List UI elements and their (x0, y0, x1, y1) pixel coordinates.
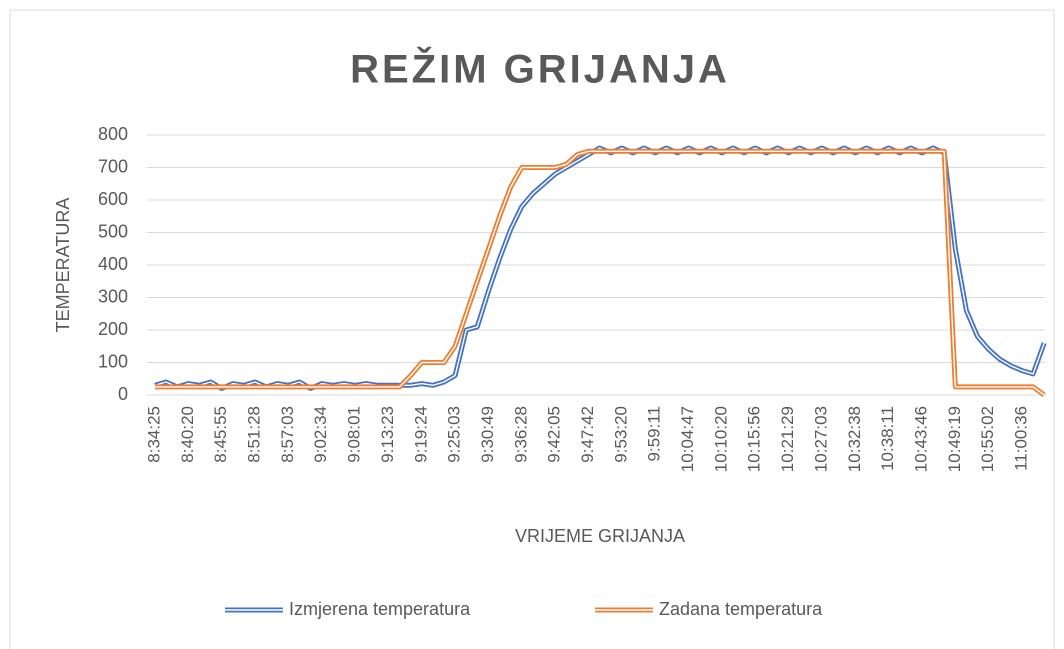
x-tick-label: 9:19:24 (411, 406, 430, 463)
x-tick-label: 10:15:56 (745, 406, 764, 472)
x-tick-label: 10:32:38 (845, 406, 864, 472)
chart-title: REŽIM GRIJANJA (350, 46, 730, 92)
x-tick-label: 8:40:20 (178, 406, 197, 463)
x-tick-label: 10:55:02 (978, 406, 997, 472)
x-tick-label: 10:10:20 (711, 406, 730, 472)
x-tick-label: 9:47:42 (578, 406, 597, 463)
y-tick-label: 700 (98, 156, 128, 176)
y-tick-label: 100 (98, 351, 128, 371)
x-tick-label: 9:13:23 (378, 406, 397, 463)
x-tick-label: 9:08:01 (345, 406, 364, 463)
x-tick-label: 11:00:36 (1011, 406, 1030, 471)
x-tick-label: 9:30:49 (478, 406, 497, 463)
x-tick-label: 8:45:55 (211, 406, 230, 463)
y-tick-label: 400 (98, 254, 128, 274)
x-axis-title: VRIJEME GRIJANJA (515, 526, 685, 546)
y-axis-title: TEMPERATURA (53, 198, 73, 333)
x-tick-label: 10:21:29 (778, 406, 797, 472)
x-tick-label: 9:36:28 (511, 406, 530, 463)
x-tick-label: 10:49:19 (945, 406, 964, 472)
x-tick-label: 9:25:03 (445, 406, 464, 463)
x-tick-label: 10:04:47 (678, 406, 697, 472)
x-tick-label: 8:57:03 (278, 406, 297, 463)
y-tick-label: 500 (98, 221, 128, 241)
series-line-inner (155, 150, 1045, 396)
x-tick-label: 8:51:28 (245, 406, 264, 463)
y-tick-label: 300 (98, 286, 128, 306)
x-tick-label: 10:27:03 (811, 406, 830, 472)
y-tick-label: 800 (98, 124, 128, 144)
y-tick-label: 0 (118, 384, 128, 404)
x-tick-label: 9:02:34 (311, 406, 330, 463)
x-tick-label: 10:38:11 (878, 406, 897, 471)
y-tick-label: 600 (98, 189, 128, 209)
x-tick-label: 9:42:05 (545, 406, 564, 463)
x-tick-label: 9:53:20 (611, 406, 630, 463)
legend-label: Zadana temperatura (659, 599, 823, 619)
legend-label: Izmjerena temperatura (289, 599, 471, 619)
x-tick-label: 8:34:25 (144, 406, 163, 463)
x-tick-label: 10:43:46 (911, 406, 930, 472)
x-tick-label: 9:59:11 (645, 406, 664, 461)
y-tick-label: 200 (98, 319, 128, 339)
